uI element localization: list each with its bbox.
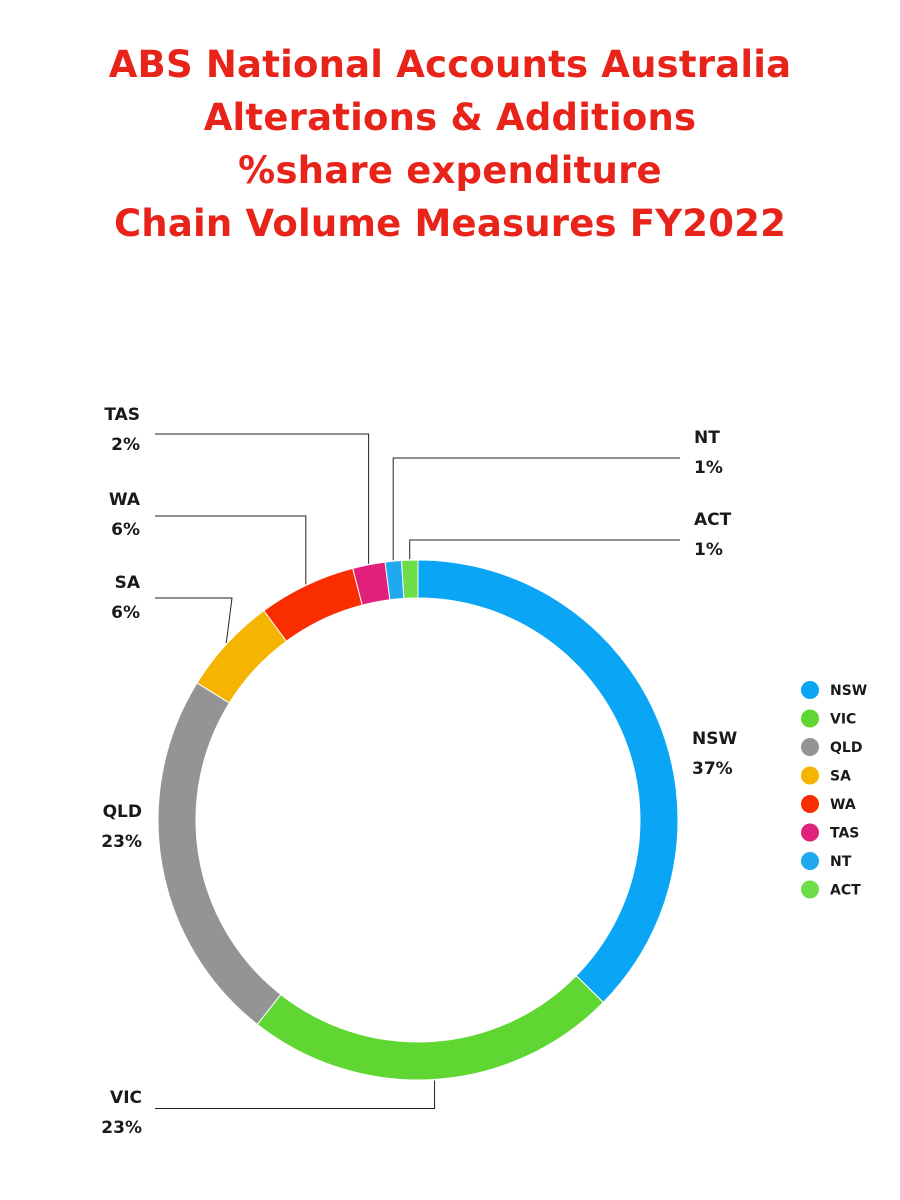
title-line-4: Chain Volume Measures FY2022 xyxy=(113,202,787,245)
chart-legend: NSW VIC QLD SA WA TAS NT ACT xyxy=(801,681,867,899)
legend-label-act: ACT xyxy=(830,883,861,899)
slice-vic xyxy=(256,975,605,1081)
slice-label-qld: QLD xyxy=(103,802,142,822)
slice-label-vic: VIC xyxy=(110,1088,142,1108)
leader-line-act xyxy=(409,539,680,560)
leader-line-tas xyxy=(155,433,370,564)
legend-swatch-nt xyxy=(801,852,819,870)
slice-wa xyxy=(263,567,363,642)
legend-swatch-vic xyxy=(801,709,819,728)
legend-swatch-act xyxy=(801,880,819,899)
legend-swatch-nsw xyxy=(801,681,819,699)
slice-label-nt: NT xyxy=(694,428,720,448)
slice-label-nsw: NSW xyxy=(692,729,737,749)
donut-slices xyxy=(157,559,679,1081)
slice-value-label-nsw: 37% xyxy=(692,759,733,779)
leader-line-nt xyxy=(392,457,680,561)
chart-title: ABS National Accounts Australia Alterati… xyxy=(0,38,900,250)
slice-label-tas: TAS xyxy=(104,405,140,425)
slice-sa xyxy=(196,609,288,704)
leader-line-sa xyxy=(155,597,233,643)
slice-label-wa: WA xyxy=(109,490,141,510)
legend-swatch-tas xyxy=(801,823,819,842)
legend-label-vic: VIC xyxy=(830,712,856,728)
legend-swatch-sa xyxy=(801,766,819,785)
leader-line-wa xyxy=(155,515,307,585)
leader-line-vic xyxy=(155,1080,436,1109)
slice-callouts: NSW 37% VIC 23% QLD 23% SA 6% WA 6% TAS 2% NT 1% ACT 1% xyxy=(101,405,737,1138)
slice-qld xyxy=(157,682,282,1026)
legend-label-wa: WA xyxy=(830,797,856,813)
legend-label-nsw: NSW xyxy=(830,683,867,699)
legend-label-sa: SA xyxy=(830,769,851,785)
slice-nsw xyxy=(417,559,679,1004)
legend-label-nt: NT xyxy=(830,854,852,870)
slice-value-label-act: 1% xyxy=(694,540,723,560)
slice-label-sa: SA xyxy=(115,573,141,593)
slice-act xyxy=(400,559,419,599)
slice-value-label-wa: 6% xyxy=(111,520,140,540)
slice-value-label-tas: 2% xyxy=(111,435,140,455)
title-line-1: ABS National Accounts Australia xyxy=(108,43,792,86)
legend-swatch-wa xyxy=(801,795,819,813)
legend-label-tas: TAS xyxy=(830,826,859,842)
legend-label-qld: QLD xyxy=(830,740,862,756)
slice-value-label-sa: 6% xyxy=(111,603,140,623)
legend-swatch-qld xyxy=(801,738,819,756)
slice-value-label-nt: 1% xyxy=(694,458,723,478)
slice-label-act: ACT xyxy=(694,510,732,530)
title-line-3: %share expenditure xyxy=(238,149,662,192)
slice-value-label-vic: 23% xyxy=(101,1118,142,1138)
slice-value-label-qld: 23% xyxy=(101,832,142,852)
title-line-2: Alterations & Additions xyxy=(203,96,697,139)
